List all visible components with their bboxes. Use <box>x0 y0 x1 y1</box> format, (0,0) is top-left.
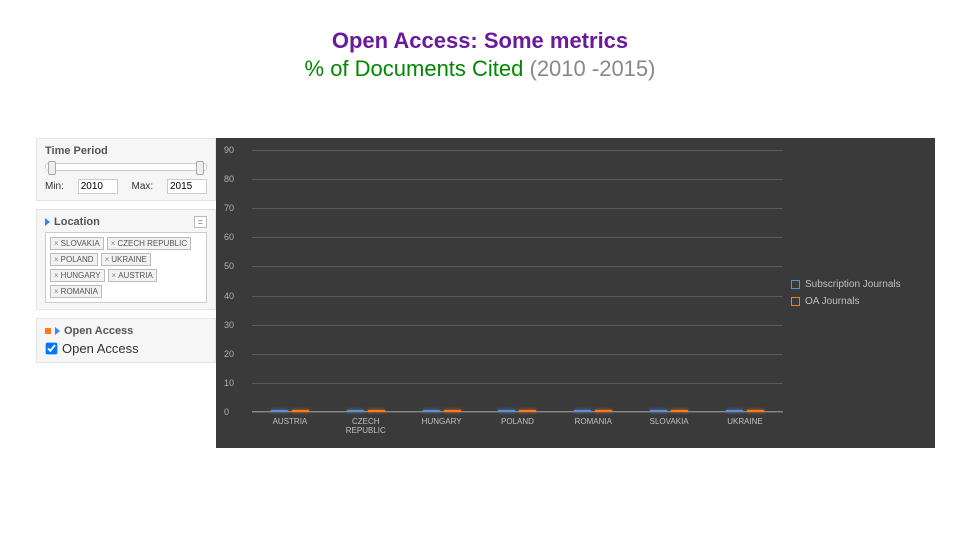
y-tick-label: 50 <box>224 261 234 271</box>
x-tick-label: UKRAINE <box>727 418 763 427</box>
min-input[interactable] <box>78 179 118 194</box>
page-subtitle: % of Documents Cited (2010 -2015) <box>0 56 960 82</box>
bullet-icon <box>45 328 51 334</box>
chart-plot: AUSTRIACZECH REPUBLICHUNGARYPOLANDROMANI… <box>252 150 783 412</box>
location-tags: ×SLOVAKIA×CZECH REPUBLIC×POLAND×UKRAINE×… <box>45 232 207 303</box>
grid-line <box>252 383 783 384</box>
expand-icon[interactable] <box>45 218 50 226</box>
remove-tag-icon[interactable]: × <box>111 239 116 248</box>
location-filter: Location = ×SLOVAKIA×CZECH REPUBLIC ×POLA… <box>36 209 216 310</box>
legend-label: Subscription Journals <box>805 279 901 290</box>
time-period-slider[interactable] <box>45 163 207 171</box>
grid-line <box>252 237 783 238</box>
subtitle-metric: % of Documents Cited <box>305 56 530 81</box>
x-tick-label: HUNGARY <box>422 418 462 427</box>
y-tick-label: 40 <box>224 291 234 301</box>
location-op-icon[interactable]: = <box>194 216 207 228</box>
remove-tag-icon[interactable]: × <box>54 287 59 296</box>
open-access-checkbox-label: Open Access <box>62 341 139 356</box>
page-title: Open Access: Some metrics <box>0 28 960 54</box>
grid-line <box>252 354 783 355</box>
location-label: Location <box>54 216 100 228</box>
location-tag[interactable]: ×POLAND <box>50 253 98 266</box>
time-period-label: Time Period <box>45 145 207 157</box>
chart-area: AUSTRIA CZECH REPUBLIC HUNGARY POLAND ROMANI… <box>216 138 935 448</box>
location-tag[interactable]: ×CZECH REPUBLIC <box>107 237 191 250</box>
grid-line <box>252 325 783 326</box>
chart-legend: Subscription Journals OA Journals <box>783 138 935 448</box>
open-access-section-label: Open Access <box>64 325 133 337</box>
remove-tag-icon[interactable]: × <box>54 255 59 264</box>
y-tick-label: 60 <box>224 232 234 242</box>
legend-item: OA Journals <box>791 296 927 307</box>
location-tag[interactable]: ×UKRAINE <box>101 253 151 266</box>
filter-panel: Time Period Min: Max: Location = ×SLOVAK… <box>36 138 216 448</box>
x-tick-label: SLOVAKIA <box>650 418 689 427</box>
location-tag[interactable]: ×HUNGARY <box>50 269 105 282</box>
y-tick-label: 90 <box>224 145 234 155</box>
expand-icon[interactable] <box>55 327 60 335</box>
x-tick-label: AUSTRIA <box>273 418 308 427</box>
location-tag[interactable]: ×SLOVAKIA <box>50 237 104 250</box>
remove-tag-icon[interactable]: × <box>112 271 117 280</box>
min-label: Min: <box>45 181 64 192</box>
grid-line <box>252 412 783 413</box>
legend-swatch <box>791 297 800 306</box>
x-tick-label: POLAND <box>501 418 534 427</box>
grid-line <box>252 208 783 209</box>
chart-bars: AUSTRIACZECH REPUBLICHUNGARYPOLANDROMANI… <box>252 150 783 412</box>
open-access-checkbox[interactable] <box>46 343 58 355</box>
open-access-checkbox-row[interactable]: Open Access <box>45 341 207 356</box>
max-input[interactable] <box>167 179 207 194</box>
y-tick-label: 0 <box>224 407 229 417</box>
location-tag[interactable]: ×AUSTRIA <box>108 269 157 282</box>
time-period-filter: Time Period Min: Max: <box>36 138 216 201</box>
slider-handle-min[interactable] <box>48 161 56 175</box>
y-tick-label: 20 <box>224 349 234 359</box>
location-tag[interactable]: ×ROMANIA <box>50 285 102 298</box>
open-access-filter: Open Access Open Access <box>36 318 216 363</box>
grid-line <box>252 150 783 151</box>
remove-tag-icon[interactable]: × <box>54 271 59 280</box>
max-label: Max: <box>132 181 154 192</box>
y-tick-label: 80 <box>224 174 234 184</box>
grid-line <box>252 296 783 297</box>
y-tick-label: 30 <box>224 320 234 330</box>
y-tick-label: 10 <box>224 378 234 388</box>
subtitle-period: (2010 -2015) <box>530 56 656 81</box>
x-tick-label: ROMANIA <box>575 418 612 427</box>
x-tick-label: CZECH REPUBLIC <box>346 418 386 436</box>
legend-swatch <box>791 280 800 289</box>
grid-line <box>252 266 783 267</box>
legend-label: OA Journals <box>805 296 859 307</box>
remove-tag-icon[interactable]: × <box>105 255 110 264</box>
grid-line <box>252 179 783 180</box>
slider-handle-max[interactable] <box>196 161 204 175</box>
y-tick-label: 70 <box>224 203 234 213</box>
legend-item: Subscription Journals <box>791 279 927 290</box>
remove-tag-icon[interactable]: × <box>54 239 59 248</box>
